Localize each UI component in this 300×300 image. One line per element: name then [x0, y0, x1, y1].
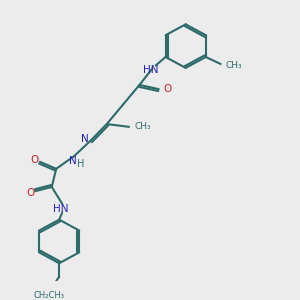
Text: HN: HN — [143, 64, 158, 75]
Text: N: N — [81, 134, 89, 144]
Text: H: H — [77, 159, 84, 169]
Text: O: O — [163, 84, 172, 94]
Text: O: O — [26, 188, 34, 197]
Text: CH₂CH₃: CH₂CH₃ — [33, 292, 64, 300]
Text: CH₃: CH₃ — [226, 61, 243, 70]
Text: O: O — [30, 154, 39, 165]
Text: HN: HN — [53, 204, 68, 214]
Text: N: N — [69, 156, 76, 166]
Text: CH₃: CH₃ — [134, 122, 151, 131]
